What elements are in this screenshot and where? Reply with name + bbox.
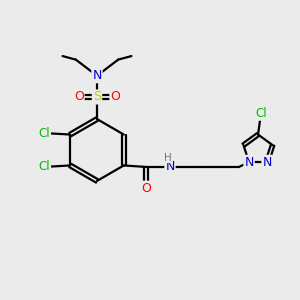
Text: Cl: Cl: [255, 107, 267, 120]
Text: N: N: [92, 69, 102, 82]
Text: O: O: [74, 91, 84, 103]
Text: O: O: [110, 91, 120, 103]
Text: Cl: Cl: [38, 127, 50, 140]
Text: N: N: [165, 160, 175, 173]
Text: Cl: Cl: [38, 160, 50, 173]
Text: N: N: [262, 156, 272, 169]
Text: N: N: [244, 156, 254, 169]
Text: H: H: [164, 152, 172, 163]
Text: O: O: [141, 182, 151, 195]
Text: S: S: [93, 91, 101, 103]
